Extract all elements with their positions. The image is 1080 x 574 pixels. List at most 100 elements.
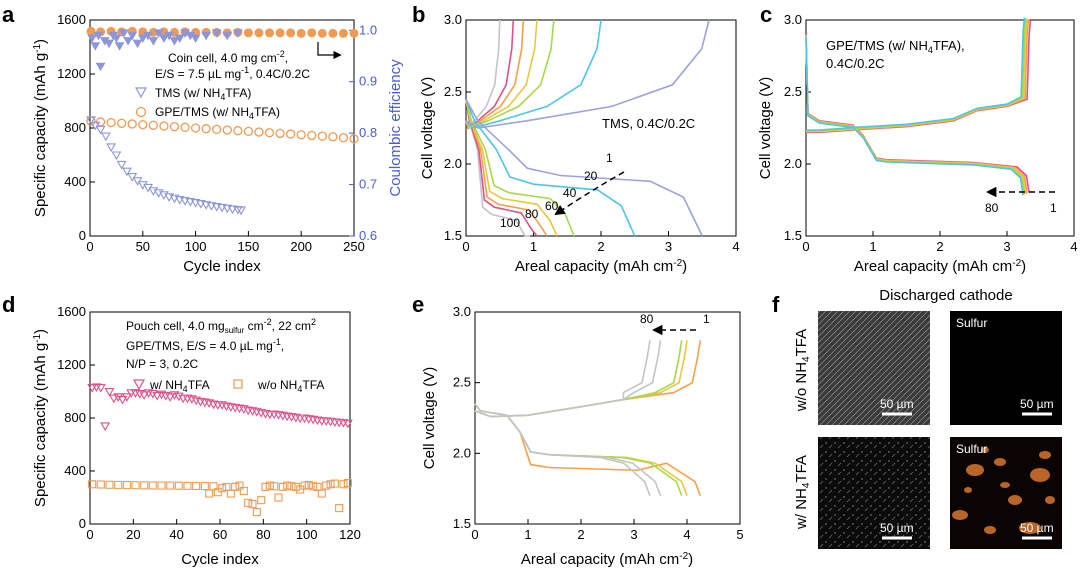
capacity-point-gpe — [201, 124, 211, 134]
ce-point-tms — [143, 31, 153, 41]
capacity-point-gpe — [264, 128, 275, 138]
sulfur-spot — [1030, 468, 1050, 482]
charge-curve — [465, 19, 602, 129]
sulfur-spot — [966, 464, 984, 476]
discharge-curve — [805, 36, 1024, 196]
y-tick-label: 800 — [64, 410, 86, 425]
ce-point-tms — [190, 34, 201, 44]
x-tick-label: 0 — [802, 239, 809, 254]
panel-a-legend-gpe: GPE/TMS (w/ NH4TFA) — [155, 105, 280, 121]
y-tick-label: 3.0 — [444, 12, 462, 27]
panel-a: a 0 50 100 150 200 250 0 400 800 1200 1600 0.6 0.7 0.… — [2, 2, 404, 275]
capacity-point-wo-nh4tfa — [231, 482, 240, 491]
y-tick-label: 2.0 — [453, 445, 471, 460]
x-tick-label: 4 — [683, 527, 690, 542]
sulfur-label-bottom: Sulfur — [956, 442, 987, 456]
panel-a-legend-tms-marker — [134, 87, 148, 99]
panel-b-cycle-label-100: 100 — [500, 216, 520, 230]
capacity-point-gpe — [296, 130, 306, 140]
ce-point-tms — [118, 29, 129, 38]
sulfur-map-wo-nh4tfa — [950, 311, 1062, 425]
capacity-point-wo-nh4tfa — [205, 489, 214, 498]
capacity-point-w-nh4tfa — [100, 422, 111, 432]
panel-c-ylabel: Cell voltage (V) — [757, 77, 774, 180]
capacity-point-tms — [201, 201, 212, 210]
charge-curve — [465, 19, 525, 130]
capacity-point-wo-nh4tfa — [148, 481, 157, 490]
panel-d-legend-wo-marker — [233, 379, 243, 389]
sulfur-spot — [952, 510, 968, 520]
panel-b-xlabel: Areal capacity (mAh cm-2) — [515, 258, 687, 275]
capacity-point-w-nh4tfa — [108, 394, 119, 404]
capacity-point-gpe — [317, 131, 327, 141]
panel-c-note-line2: 0.4C/0.2C — [826, 56, 885, 71]
panel-e-axes: 0 1 2 3 4 5 1.5 2.0 2.5 3.0 — [453, 304, 744, 542]
panel-f-row1-label: w/o NH4TFA — [793, 329, 812, 412]
panel-c: c 0 1 2 3 4 1.5 2.0 2.5 3.0 Areal capacity (mAh … — [757, 2, 1078, 275]
ce-point-gpe — [286, 28, 296, 38]
capacity-point-gpe — [169, 122, 180, 132]
sem-image-w-nh4tfa — [818, 437, 930, 549]
panel-b-cycle-label-80: 80 — [525, 207, 539, 221]
capacity-point-wo-nh4tfa — [278, 482, 287, 491]
x-tick-label: 5 — [736, 527, 743, 542]
ce-point-gpe — [275, 28, 285, 38]
y-tick-label: 400 — [64, 174, 86, 189]
ce-point-tms — [90, 42, 101, 51]
ce-point-gpe — [307, 28, 317, 38]
panel-f: f Discharged cathode w/o NH4TFA w/ NH4TF… — [772, 287, 1062, 549]
panel-d-xlabel: Cycle index — [181, 551, 259, 568]
ce-point-gpe — [254, 28, 264, 38]
charge-curve — [474, 340, 683, 418]
capacity-point-wo-nh4tfa — [252, 508, 261, 517]
capacity-point-w-nh4tfa — [165, 393, 176, 402]
ce-point-tms — [123, 37, 133, 46]
ce-point-gpe — [338, 28, 348, 38]
capacity-point-wo-nh4tfa — [200, 482, 209, 491]
panel-b-axes: 0 1 2 3 4 1.5 2.0 2.5 3.0 — [444, 12, 740, 254]
capacity-point-wo-nh4tfa — [300, 481, 309, 490]
panel-a-note-line1: Coin cell, 4.0 mg cm-2, — [168, 49, 288, 65]
discharge-curve — [474, 403, 683, 496]
capacity-point-wo-nh4tfa — [291, 482, 300, 491]
capacity-point-w-nh4tfa — [113, 393, 124, 402]
x-tick-label: 3 — [630, 527, 637, 542]
capacity-point-wo-nh4tfa — [235, 481, 244, 490]
capacity-point-gpe — [243, 126, 254, 137]
panel-b-cycle-label-20: 20 — [584, 169, 598, 183]
ce-point-tms — [104, 39, 114, 49]
x-tick-label: 3 — [1003, 239, 1010, 254]
capacity-point-wo-nh4tfa — [339, 480, 348, 489]
y-tick-label: 2.5 — [784, 84, 802, 99]
capacity-point-tms — [95, 125, 106, 135]
panel-f-title: Discharged cathode — [879, 287, 1012, 304]
x-tick-label: 3 — [665, 239, 672, 254]
capacity-point-wo-nh4tfa — [239, 486, 248, 495]
x-tick-label: 20 — [126, 527, 140, 542]
ce-point-tms — [148, 37, 159, 46]
panel-c-arrow-end: 80 — [985, 201, 999, 215]
panel-b-cycle-label-40: 40 — [563, 186, 577, 200]
ce-point-gpe — [265, 28, 275, 38]
ce-point-tms — [111, 34, 122, 44]
ce-point-tms — [232, 29, 243, 38]
ce-point-tms — [211, 29, 222, 38]
capacity-point-w-nh4tfa — [121, 393, 132, 402]
x-tick-label: 4 — [732, 239, 739, 254]
charge-curve — [806, 18, 1027, 132]
panel-c-xlabel: Areal capacity (mAh cm-2) — [854, 258, 1026, 275]
x-tick-label: 1 — [524, 527, 531, 542]
capacity-point-gpe — [275, 128, 285, 139]
capacity-point-wo-nh4tfa — [174, 481, 183, 490]
ce-point-gpe — [296, 28, 306, 38]
x-tick-label: 80 — [256, 527, 270, 542]
charge-curve — [806, 17, 1026, 131]
discharge-curve — [474, 403, 662, 496]
sem-image-wo-nh4tfa — [818, 311, 930, 425]
panel-a-xlabel: Cycle index — [183, 258, 261, 275]
capacity-point-tms — [153, 189, 164, 198]
capacity-point-gpe — [190, 123, 201, 133]
capacity-point-wo-nh4tfa — [192, 481, 201, 491]
ce-point-gpe — [86, 26, 96, 36]
